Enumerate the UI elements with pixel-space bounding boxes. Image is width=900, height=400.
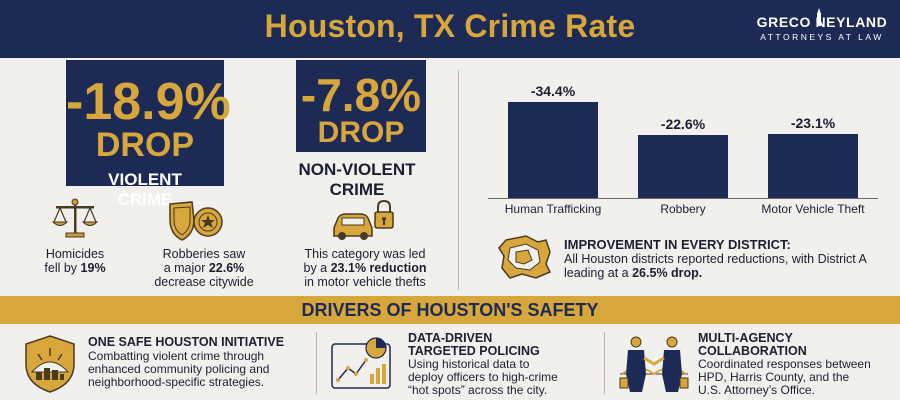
- category-label: Human Trafficking: [504, 202, 602, 216]
- driver-2-text-line3: “hot spots” across the city.: [408, 383, 548, 397]
- district-text: All Houston districts reported reduction…: [564, 252, 884, 280]
- driver-1-text-line2: enhanced community policing and: [88, 362, 270, 376]
- nonviolent-crime-label-2: CRIME: [329, 180, 385, 199]
- violent-crime-label-1: VIOLENT: [108, 170, 182, 189]
- driver-2-text: Using historical data to deploy officers…: [408, 358, 598, 397]
- driver-3-text-line3: U.S. Attorney’s Office.: [698, 383, 815, 397]
- driver-3-title-line1: MULTI-AGENCY: [698, 331, 793, 345]
- bar: [638, 134, 728, 198]
- badge-icon: [169, 201, 223, 241]
- logo-tower-icon: [817, 8, 821, 26]
- bar-value-label: -34.4%: [530, 83, 576, 99]
- driver-1-text: Combatting violent crime through enhance…: [88, 350, 308, 389]
- category-caption: This category was led by a 23.1% reducti…: [294, 247, 436, 289]
- scales-icon: [51, 198, 99, 238]
- drivers-band-title: DRIVERS OF HOUSTON'S SAFETY: [301, 300, 599, 320]
- bar: [768, 133, 858, 198]
- driver-2-title: DATA-DRIVEN TARGETED POLICING: [408, 332, 588, 358]
- robberies-caption-pre: a major: [163, 261, 209, 275]
- homicides-caption-line1: Homicides: [45, 247, 105, 261]
- driver-1-text-line3: neighborhood-specific strategies.: [88, 375, 265, 389]
- nonviolent-crime-box: -7.8% DROP: [296, 60, 426, 152]
- bar-value-label: -22.6%: [660, 115, 706, 132]
- category-caption-line3: in motor vehicle thefts: [304, 275, 426, 289]
- robberies-caption-line1: Robberies saw: [162, 247, 246, 261]
- houston-map-icon: [498, 235, 552, 279]
- car-lock-icon: [333, 199, 394, 240]
- driver-1-title: ONE SAFE HOUSTON INITIATIVE: [88, 335, 285, 349]
- district-text-bold: 26.5% drop.: [632, 266, 703, 280]
- firm-logo[interactable]: GRECO NEYLAND ATTORNEYS AT LAW: [752, 6, 892, 52]
- district-title: IMPROVEMENT IN EVERY DISTRICT:: [564, 237, 791, 252]
- sunrise-shield-icon: [25, 335, 75, 393]
- category-label: Motor Vehicle Theft: [761, 202, 865, 216]
- violent-crime-percent: -18.9%: [66, 73, 231, 131]
- logo-subtitle: ATTORNEYS AT LAW: [760, 32, 884, 42]
- driver-divider-1: [316, 332, 317, 394]
- logo-name: GRECO NEYLAND: [756, 14, 888, 30]
- robberies-caption: Robberies saw a major 22.6% decrease cit…: [150, 247, 258, 289]
- bar-value-label: -23.1%: [790, 114, 836, 131]
- homicides-caption-line2: fell by 19%: [30, 261, 120, 275]
- nonviolent-crime-label-1: NON-VIOLENT: [298, 160, 416, 179]
- category-caption-line1: This category was led: [304, 247, 426, 261]
- nonviolent-crime-drop: DROP: [317, 116, 405, 149]
- driver-3-title-line2: COLLABORATION: [698, 344, 807, 358]
- header-banner: [0, 0, 900, 58]
- category-caption-pre: by a: [303, 261, 331, 275]
- violent-crime-label-2: CRIME: [117, 190, 173, 209]
- driver-3-text-line1: Coordinated responses between: [698, 357, 871, 371]
- driver-1-text-line1: Combatting violent crime through: [88, 349, 265, 363]
- robberies-caption-line2: a major 22.6%: [150, 261, 258, 275]
- page-title: Houston, TX Crime Rate: [264, 8, 636, 44]
- homicides-caption-pre: fell by: [44, 261, 81, 275]
- category-label: Robbery: [660, 202, 706, 216]
- driver-3-text: Coordinated responses between HPD, Harri…: [698, 358, 894, 397]
- district-text-pre: All Houston districts reported reduction…: [564, 252, 867, 280]
- handshake-icon: [619, 336, 689, 392]
- driver-2-title-line2: TARGETED POLICING: [408, 344, 540, 358]
- bar-chart: -34.4% Human Trafficking -22.6% Robbery -23.…: [488, 68, 878, 228]
- violent-crime-drop: DROP: [95, 126, 195, 164]
- bar: [508, 102, 598, 198]
- robberies-caption-line3: decrease citywide: [154, 275, 254, 289]
- homicides-caption-bold: 19%: [80, 261, 106, 275]
- driver-3-title: MULTI-AGENCY COLLABORATION: [698, 332, 888, 358]
- category-caption-line2: by a 23.1% reduction: [294, 261, 436, 275]
- category-caption-bold: 23.1% reduction: [330, 261, 427, 275]
- driver-divider-2: [604, 332, 605, 394]
- driver-2-text-line2: deploy officers to high-crime: [408, 370, 558, 384]
- section-divider: [458, 70, 459, 290]
- driver-2-text-line1: Using historical data to: [408, 357, 530, 371]
- violent-crime-box: -18.9% DROP VIOLENT CRIME: [66, 60, 231, 209]
- homicides-caption: Homicides fell by 19%: [30, 247, 120, 275]
- driver-3-text-line2: HPD, Harris County, and the: [698, 370, 850, 384]
- x-axis-line: [488, 198, 878, 199]
- robberies-caption-bold: 22.6%: [208, 261, 245, 275]
- driver-2-title-line1: DATA-DRIVEN: [408, 331, 493, 345]
- data-chart-icon: [331, 337, 391, 389]
- drivers-band: [0, 296, 900, 324]
- nonviolent-crime-percent: -7.8%: [300, 69, 422, 121]
- nonviolent-crime-label: NON-VIOLENT CRIME: [284, 160, 430, 200]
